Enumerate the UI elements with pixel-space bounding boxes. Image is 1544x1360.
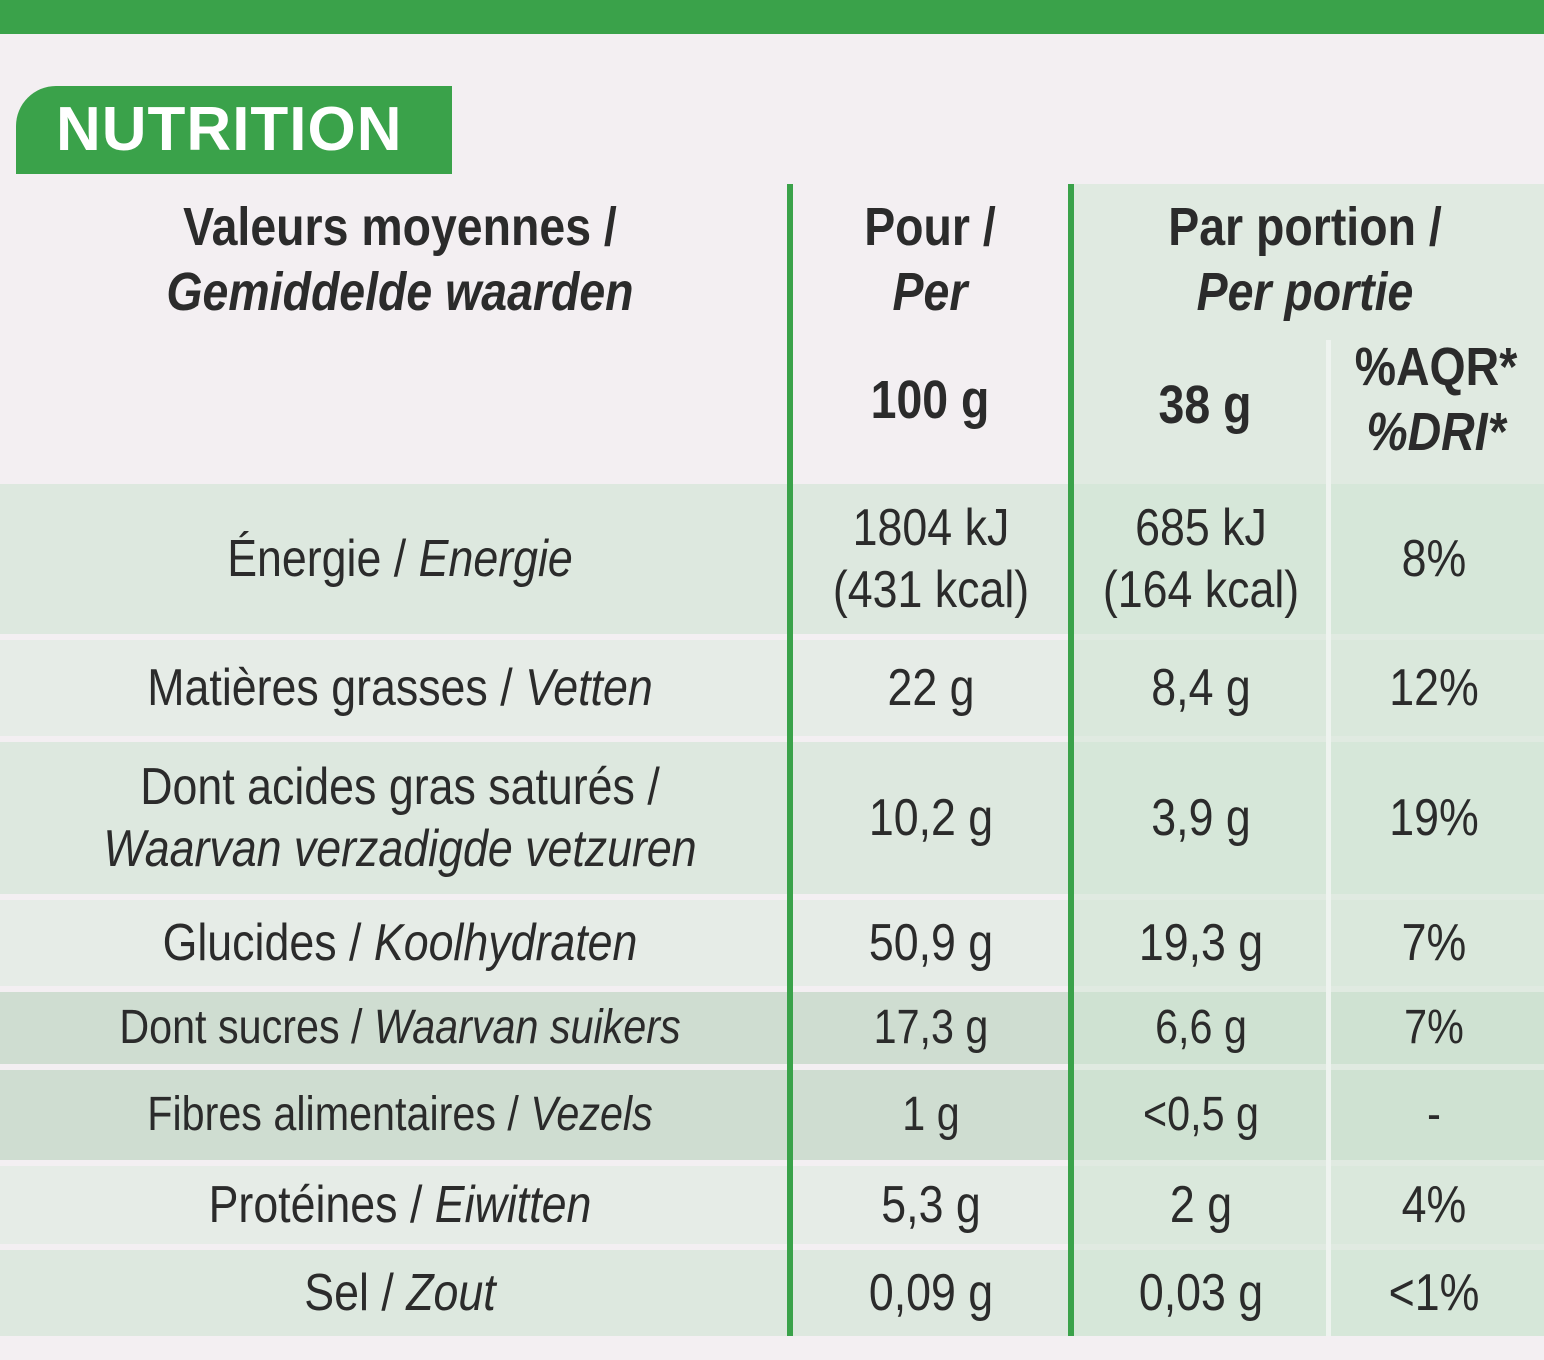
row-vezels-fr: Fibres alimentaires / (147, 1088, 519, 1142)
row-vezels-pct: - (1427, 1088, 1441, 1142)
row-energie-label: Énergie / Energie (90, 484, 709, 634)
row-vezels-portion: <0,5 g (1143, 1088, 1259, 1142)
row-eiwitten-label: Protéines / Eiwitten (90, 1166, 709, 1244)
divider-col1 (787, 184, 793, 1336)
header-col1-line2: Gemiddelde waarden (166, 262, 634, 322)
row-zout-per100: 0,09 g (868, 1263, 994, 1322)
nutrition-badge: NUTRITION (16, 86, 452, 174)
header-col2-line1: Pour / (864, 197, 996, 258)
row-energie-portion-kcal: (164 kcal) (1102, 561, 1300, 619)
row-eiwitten-fr: Protéines / (208, 1175, 423, 1234)
row-verzadigd-portion: 3,9 g (1151, 788, 1251, 847)
row-koolhydraten-portion: 19,3 g (1138, 913, 1264, 972)
divider-col3 (1326, 340, 1331, 1336)
header-col1: Valeurs moyennes / Gemiddelde waarden (90, 190, 709, 330)
row-vetten-fr: Matières grasses / (147, 658, 513, 717)
row-vezels-per100: 1 g (902, 1088, 960, 1142)
row-zout-pct: <1% (1388, 1263, 1480, 1322)
header-col2-amount: 100 g (870, 369, 990, 430)
divider-col2 (1068, 184, 1074, 1336)
row-verzadigd-per100: 10,2 g (868, 788, 994, 847)
row-verzadigd-nl: Waarvan verzadigde vetzuren (103, 820, 697, 878)
row-energie-portion: 685 kJ (164 kcal) (1094, 484, 1309, 634)
header-col4-line1: %AQR* (1354, 337, 1518, 398)
row-vezels-nl: Vezels (530, 1088, 653, 1142)
row-eiwitten-portion: 2 g (1169, 1175, 1233, 1234)
row-energie-per100-kj: 1804 kJ (852, 498, 1010, 557)
row-zout-portion: 0,03 g (1138, 1263, 1264, 1322)
row-eiwitten-per100: 5,3 g (881, 1175, 981, 1234)
row-energie-fr: Énergie / (227, 529, 407, 588)
header-col3-portion: 38 g (1158, 374, 1252, 435)
row-suikers-portion: 6,6 g (1155, 1001, 1247, 1055)
row-suikers-fr: Dont sucres / (119, 1001, 363, 1055)
row-koolhydraten-label: Glucides / Koolhydraten (90, 900, 709, 986)
header-col4-line2: %DRI* (1366, 402, 1506, 462)
row-suikers-label: Dont sucres / Waarvan suikers (73, 992, 727, 1064)
header-col3-line2: Per portie (1196, 262, 1414, 322)
row-verzadigd-label: Dont acides gras saturés / Waarvan verza… (73, 742, 727, 894)
row-vetten-nl: Vetten (525, 658, 653, 717)
row-zout-nl: Zout (406, 1263, 496, 1322)
row-zout-fr: Sel / (304, 1263, 394, 1322)
nutrition-title: NUTRITION (56, 95, 403, 164)
row-suikers-nl: Waarvan suikers (373, 1001, 681, 1055)
header-col2-line2: Per (892, 262, 968, 322)
row-koolhydraten-pct: 7% (1401, 913, 1467, 972)
header-col3-line1: Par portion / (1168, 197, 1442, 258)
row-eiwitten-nl: Eiwitten (434, 1175, 592, 1234)
top-green-bar (0, 0, 1544, 34)
row-koolhydraten-nl: Koolhydraten (373, 913, 638, 972)
row-energie-portion-kj: 685 kJ (1135, 498, 1267, 557)
row-suikers-per100: 17,3 g (873, 1001, 989, 1055)
row-verzadigd-pct: 19% (1389, 788, 1479, 847)
row-vetten-pct: 12% (1389, 658, 1479, 717)
row-vetten-portion: 8,4 g (1151, 658, 1251, 717)
row-vezels-label: Fibres alimentaires / Vezels (82, 1070, 718, 1160)
header-col1-line1: Valeurs moyennes / (183, 197, 617, 258)
row-energie-per100-kcal: (431 kcal) (832, 561, 1030, 619)
portion-panel (1068, 184, 1544, 1336)
row-energie-per100: 1804 kJ (431 kcal) (815, 484, 1047, 634)
row-vetten-label: Matières grasses / Vetten (90, 640, 709, 736)
header-col4: %AQR* %DRI* (1350, 335, 1522, 465)
row-suikers-pct: 7% (1404, 1001, 1464, 1055)
row-energie-pct: 8% (1401, 529, 1467, 588)
row-vetten-per100: 22 g (887, 658, 975, 717)
row-verzadigd-fr: Dont acides gras saturés / (140, 757, 660, 816)
header-col2: Pour / Per (818, 190, 1042, 330)
row-koolhydraten-per100: 50,9 g (868, 913, 994, 972)
row-energie-nl: Energie (418, 529, 573, 588)
header-col3: Par portion / Per portie (1112, 190, 1499, 330)
row-zout-label: Sel / Zout (90, 1250, 709, 1336)
row-koolhydraten-fr: Glucides / (162, 913, 362, 972)
row-eiwitten-pct: 4% (1401, 1175, 1467, 1234)
